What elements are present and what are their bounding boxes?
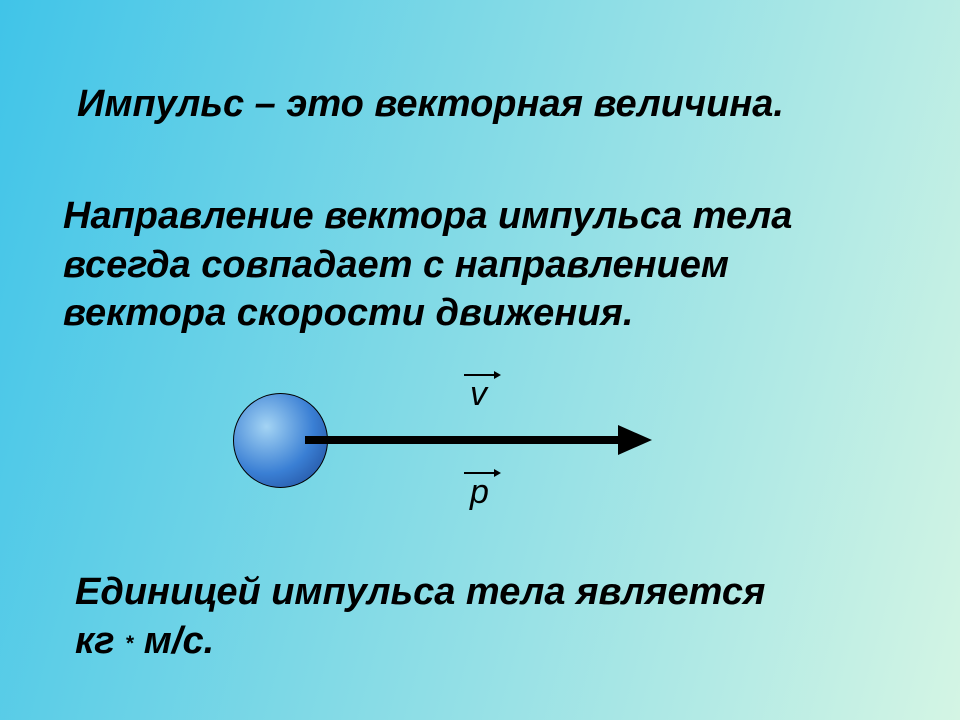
p2-prefix: кг [75,620,125,662]
p1-line2: всегда совпадает с направлением [63,244,729,286]
velocity-vector-overline [464,369,502,381]
paragraph-direction: Направление вектора импульса тела всегда… [63,192,792,338]
slide-heading: Импульс – это векторная величина. [77,83,784,126]
vector-arrow-shaft [305,436,620,444]
p1-line3: вектора скорости движения. [63,292,633,334]
vector-diagram: v p [210,365,710,525]
momentum-vector-overline [464,467,502,479]
p2-suffix: м/с. [133,620,214,662]
vector-arrow-head [618,425,652,455]
p1-line1: Направление вектора импульса тела [63,195,792,237]
slide-container: Импульс – это векторная величина. Направ… [0,0,960,720]
paragraph-unit: Единицей импульса тела является кг * м/с… [75,568,765,665]
p2-line1: Единицей импульса тела является [75,571,765,613]
